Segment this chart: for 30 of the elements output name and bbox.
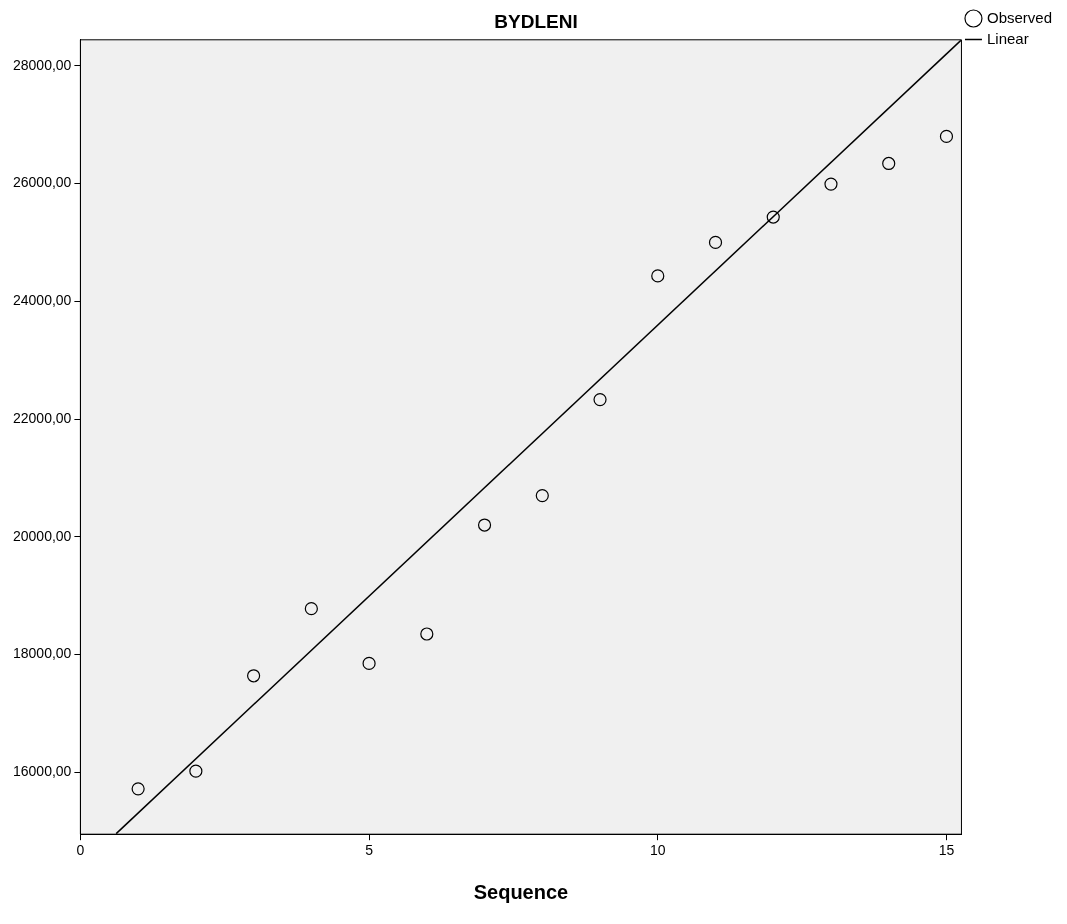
legend-label: Observed [986,8,1053,26]
point [651,269,665,283]
point [766,210,780,224]
y-tick-label: 18000,00 [12,645,72,662]
point [939,129,954,143]
point [535,488,549,503]
x-tick-label: 10 [649,842,666,859]
y-tick-label: 26000,00 [12,174,72,191]
point [420,627,434,641]
point [824,177,838,191]
y-tick-label: 16000,00 [12,763,72,780]
x-tick-label: 15 [938,842,955,859]
legend-label: Linear [986,29,1029,47]
y-tick-label: 28000,00 [12,56,72,73]
chart-title: BYDLENI [494,10,578,32]
point [304,602,318,616]
point [477,518,492,532]
point [708,235,723,249]
y-tick-label: 20000,00 [12,527,72,544]
point [593,393,607,407]
point [131,782,145,796]
x-axis-title: Sequence [473,880,569,903]
point [189,764,203,778]
x-tick-label: 5 [365,842,374,859]
x-tick-label: 0 [76,842,85,859]
point [362,656,376,671]
y-tick-label: 22000,00 [12,409,72,426]
point [882,156,896,171]
point [247,669,261,683]
y-tick-label: 24000,00 [12,292,72,309]
